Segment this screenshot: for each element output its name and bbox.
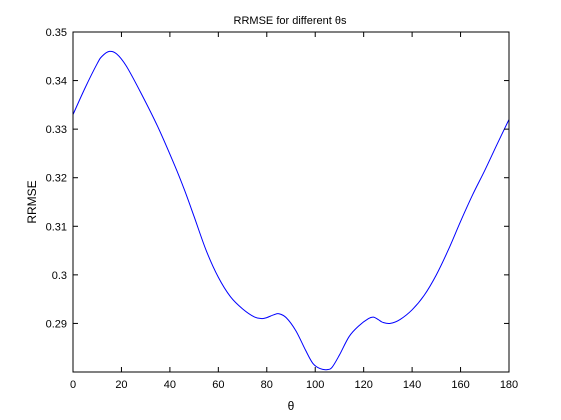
y-tick-label: 0.34 (46, 76, 67, 88)
y-tick-label: 0.32 (46, 173, 67, 185)
y-axis-title: RRMSE (25, 180, 39, 223)
x-tick-label: 60 (212, 379, 224, 391)
x-tick-label: 20 (115, 379, 127, 391)
y-tick-label: 0.31 (46, 221, 67, 233)
x-tick-label: 120 (354, 379, 372, 391)
y-tick-label: 0.3 (52, 270, 67, 282)
x-tick-label: 100 (306, 379, 324, 391)
chart-title: RRMSE for different θs (234, 15, 347, 27)
series-line-layer (72, 50, 510, 371)
series-line-0 (72, 50, 510, 371)
x-tick-label: 0 (70, 379, 76, 391)
x-axis-title: θ (288, 399, 295, 413)
plot-area (73, 32, 509, 372)
y-tick-label: 0.35 (46, 27, 67, 39)
x-tick-label: 40 (164, 379, 176, 391)
plot-frame (72, 31, 510, 373)
y-tick-label: 0.29 (46, 318, 67, 330)
y-tick-label: 0.33 (46, 124, 67, 136)
tick-label-layer: 0 20 40 60 80 100 120 140 160 180 0.29 0.3 0.31 0.32 0… (46, 27, 519, 391)
x-tick-label: 160 (451, 379, 469, 391)
x-tick-label: 180 (500, 379, 518, 391)
x-tick-label: 80 (261, 379, 273, 391)
x-tick-label: 140 (403, 379, 421, 391)
